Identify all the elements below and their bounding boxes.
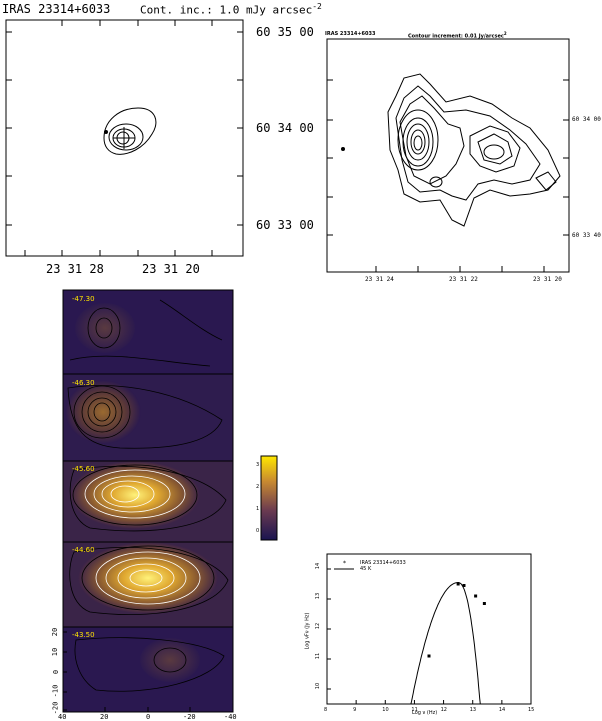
panel-a-dec-tick: 60 34 00 <box>256 121 314 135</box>
sed-data-point <box>456 582 460 586</box>
sed-x-tick-label: 12 <box>440 707 447 713</box>
sed-x-tick-label: 13 <box>469 707 477 713</box>
channel-velocity-label: -43.50 <box>72 631 95 639</box>
sed-data-point <box>427 654 431 658</box>
sed-model-curve <box>408 582 488 705</box>
sed-xlabel: Log ν (Hz) <box>412 710 438 716</box>
sed-x-tick-label: 9 <box>353 707 357 713</box>
panel-b-contour-label: Contour increment: 0.01 Jy/arcsec2 <box>408 31 507 40</box>
panel-b-ra-tick: 23 31 22 <box>449 276 478 283</box>
sed-y-tick-label: 10 <box>315 682 322 690</box>
panel-c-x-tick: -20 <box>183 713 196 721</box>
panel-b-ra-tick: 23 31 24 <box>365 276 394 283</box>
panel-c-x-tick: 0 <box>146 713 151 721</box>
panel-b-ra-tick: 23 31 20 <box>533 276 562 283</box>
channel-velocity-label: -44.60 <box>72 546 95 554</box>
panel-b-title: IRAS 23314+6033 <box>325 31 376 37</box>
panel-b-contours <box>387 73 561 227</box>
panel-c-x-tick: 40 <box>58 713 67 721</box>
sed-x-tick-label: 14 <box>498 707 506 713</box>
channel-velocity-label: -47.30 <box>72 295 95 303</box>
panel-a-contour-text: Cont. inc.: 1.0 mJy arcsec <box>140 3 313 17</box>
sed-x-tick-label: 15 <box>528 707 535 713</box>
sed-y-tick-label: 12 <box>315 622 322 630</box>
sed-x-tick-label: 11 <box>411 707 418 713</box>
panel-c-x-tick: 20 <box>100 713 109 721</box>
panel-a-contour-label: Cont. inc.: 1.0 mJy arcsec-2 <box>140 2 322 17</box>
channel-velocity-label: -45.60 <box>72 465 95 473</box>
sed-ylabel: Log νFν (Jy Hz) <box>304 612 311 650</box>
colorbar-tick: 0 <box>256 528 260 534</box>
sed-y-tick-label: 11 <box>315 652 322 660</box>
sed-x-tick-label: 8 <box>324 707 328 713</box>
panel-c-x-tick: -40 <box>224 713 237 721</box>
panel-a-contour-exp: -2 <box>312 2 322 11</box>
colorbar <box>260 455 278 541</box>
panel-b-contour-text: Contour increment: 0.01 Jy/arcsec <box>408 33 504 40</box>
panel-a-plot <box>5 19 244 257</box>
panel-a-ra-tick: 23 31 20 <box>142 262 200 276</box>
sed-y-tick-label: 13 <box>315 592 322 600</box>
panel-a-dec-tick: 60 35 00 <box>256 25 314 39</box>
colorbar-tick: 1 <box>256 506 260 512</box>
colorbar-tick: 2 <box>256 484 260 490</box>
sed-data-point <box>462 584 466 587</box>
sed-legend-entry: IRAS 23314+6033 <box>360 560 406 566</box>
colorbar-tick: 3 <box>256 462 260 468</box>
legend-point-symbol: * <box>343 560 346 567</box>
sed-y-tick-label: 14 <box>315 562 322 570</box>
panel-b-contour-exp: 2 <box>503 31 507 36</box>
panel-b-dec-tick: 60 34 00 <box>572 116 601 123</box>
sed-legend-entry: 45 K <box>360 566 372 572</box>
panel-b-dec-tick: 60 33 40 <box>572 232 601 239</box>
channel-velocity-label: -46.30 <box>72 379 95 387</box>
panel-a-dec-tick: 60 33 00 <box>256 218 314 232</box>
sed-data-point <box>474 594 478 598</box>
sed-x-tick-label: 10 <box>382 707 389 713</box>
sed-data-point <box>482 602 486 605</box>
panel-a-ra-tick: 23 31 28 <box>46 262 104 276</box>
panel-b-plot <box>326 38 570 273</box>
panel-a-title: IRAS 23314+6033 <box>2 2 111 16</box>
